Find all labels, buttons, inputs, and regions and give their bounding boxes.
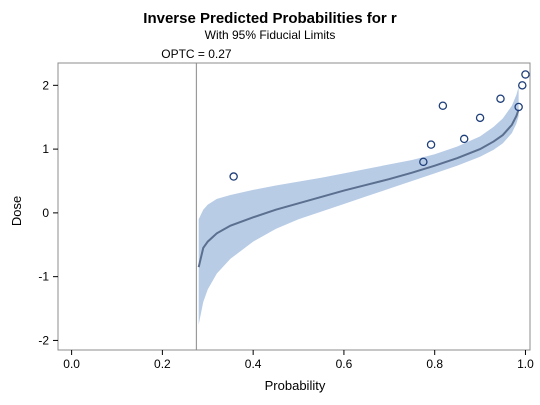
plot-area: OPTC = 0.27 0.0 0.2 0.4 0.6 0.8 1.0 -2 -1 0 1 2 [38,47,534,371]
x-tick-label: 0.6 [336,357,353,371]
fiducial-band [198,86,519,325]
data-point [514,102,523,112]
data-point [426,140,436,149]
data-point [521,70,530,79]
data-point [496,94,505,103]
data-point [475,113,485,123]
chart-subtitle: With 95% Fiducial Limits [205,28,336,42]
optc-label: OPTC = 0.27 [161,47,232,61]
x-tick-label: 0.8 [426,357,443,371]
y-tick-label: 1 [42,142,49,156]
data-point [518,81,527,90]
y-tick-label: -2 [38,333,49,347]
y-tick-label: 0 [42,206,49,220]
x-tick-label: 0.2 [154,357,171,371]
data-point [419,157,428,167]
predicted-curve [197,109,520,268]
x-tick-label: 0.0 [63,357,80,371]
y-tick-label: -1 [38,270,49,284]
x-tick-label: 1.0 [517,357,534,371]
chart-title: Inverse Predicted Probabilities for r [143,10,397,27]
data-point [229,172,238,181]
data-point [438,101,448,110]
x-axis-label: Probability [265,378,326,393]
y-tick-label: 2 [42,78,49,92]
x-tick-label: 0.4 [245,357,262,371]
plot-frame [57,62,531,351]
data-point [459,134,469,144]
y-axis-label: Dose [9,196,24,226]
